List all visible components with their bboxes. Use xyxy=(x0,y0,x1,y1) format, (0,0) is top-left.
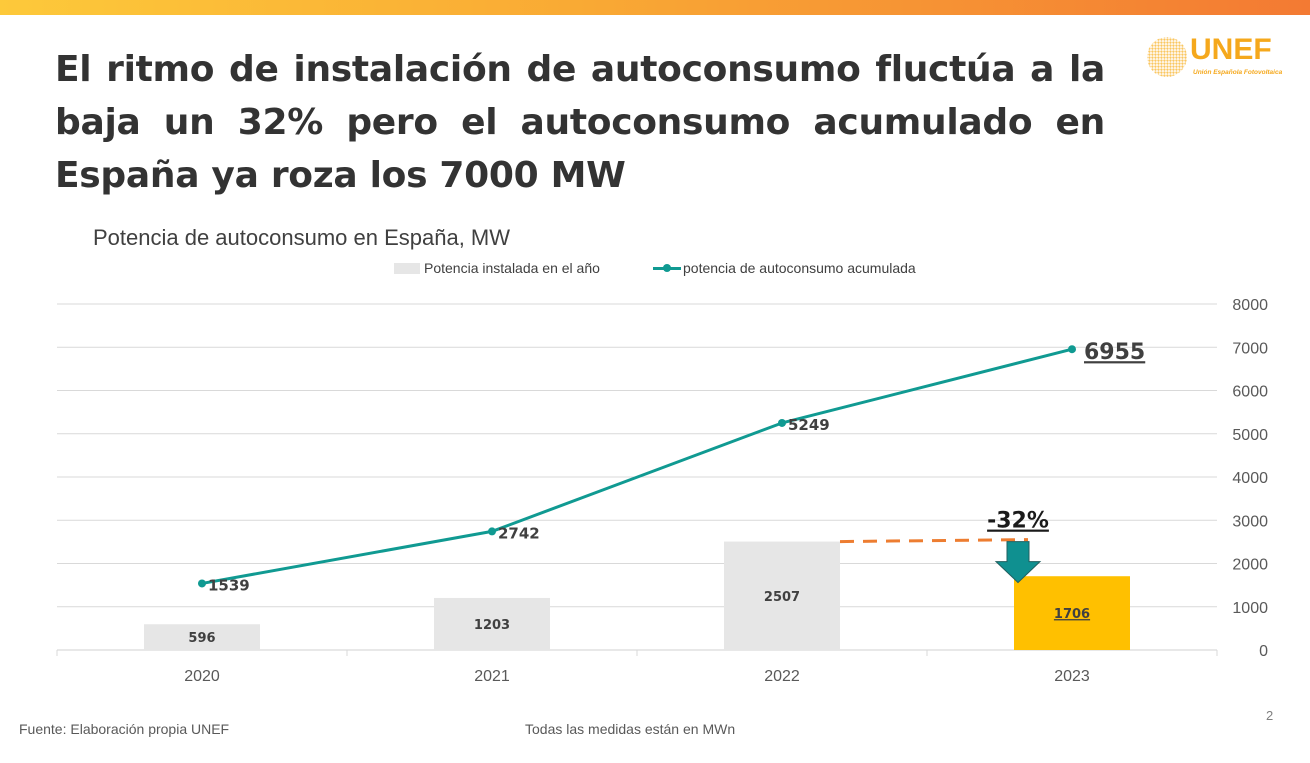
y-tick-label: 7000 xyxy=(1232,340,1268,357)
bar-value-label: 596 xyxy=(188,631,215,646)
line-value-label-highlight: 6955 xyxy=(1084,340,1145,365)
slide-title: El ritmo de instalación de autoconsumo f… xyxy=(55,49,1105,196)
x-tick-label: 2021 xyxy=(474,668,510,685)
y-tick-label: 0 xyxy=(1259,643,1268,660)
x-tick-label: 2020 xyxy=(184,668,220,685)
line-point xyxy=(488,527,496,536)
bar-value-label: 1706 xyxy=(1054,607,1090,622)
y-tick-label: 3000 xyxy=(1232,513,1268,530)
bar-highlight xyxy=(1014,576,1130,650)
decrease-arrow-icon xyxy=(994,541,1042,584)
bar-value-label: 1203 xyxy=(474,618,510,633)
bar xyxy=(724,541,840,650)
bar-value-label: 2507 xyxy=(764,590,800,605)
page-number: 2 xyxy=(1266,708,1274,723)
footer-source: Fuente: Elaboración propia UNEF xyxy=(19,721,230,737)
unef-logo: UNEF Unión Española Fotovoltaica xyxy=(1145,33,1305,81)
legend-bar-swatch xyxy=(394,262,420,274)
y-tick-label: 1000 xyxy=(1232,600,1268,617)
y-tick-label: 8000 xyxy=(1232,297,1268,314)
bar xyxy=(144,624,260,650)
logo-name: UNEF xyxy=(1190,33,1272,66)
cumulative-line xyxy=(201,347,1073,585)
y-tick-label: 5000 xyxy=(1232,427,1268,444)
bar xyxy=(434,597,550,650)
line-point xyxy=(778,418,786,427)
legend-label-line: potencia de autoconsumo acumulada xyxy=(683,260,916,276)
y-tick-label: 4000 xyxy=(1232,470,1268,487)
chart-legend: Potencia instalada en el año potencia de… xyxy=(0,260,1310,280)
chart-title: Potencia de autoconsumo en España, MW xyxy=(93,225,511,250)
percent-change-label: -32% xyxy=(987,509,1049,534)
x-tick-label: 2022 xyxy=(764,668,800,685)
y-tick-label: 6000 xyxy=(1232,384,1268,401)
line-value-label: 5249 xyxy=(788,416,830,434)
line-value-label: 1539 xyxy=(208,576,250,594)
legend-item-line[interactable]: potencia de autoconsumo acumulada xyxy=(653,260,916,276)
top-accent-bar xyxy=(0,0,1310,15)
logo-subtitle: Unión Española Fotovoltaica xyxy=(1193,69,1283,76)
reference-dashed-line xyxy=(839,538,1029,544)
legend-label-bars: Potencia instalada en el año xyxy=(424,260,600,276)
legend-line-swatch xyxy=(653,263,681,274)
globe-icon xyxy=(1147,37,1187,77)
line-point xyxy=(198,579,206,588)
footer-note: Todas las medidas están en MWn xyxy=(525,721,736,737)
legend-item-bars[interactable]: Potencia instalada en el año xyxy=(394,260,600,276)
line-point xyxy=(1068,345,1076,354)
line-value-label: 2742 xyxy=(498,524,540,542)
y-tick-label: 2000 xyxy=(1232,557,1268,574)
x-tick-label: 2023 xyxy=(1054,668,1090,685)
